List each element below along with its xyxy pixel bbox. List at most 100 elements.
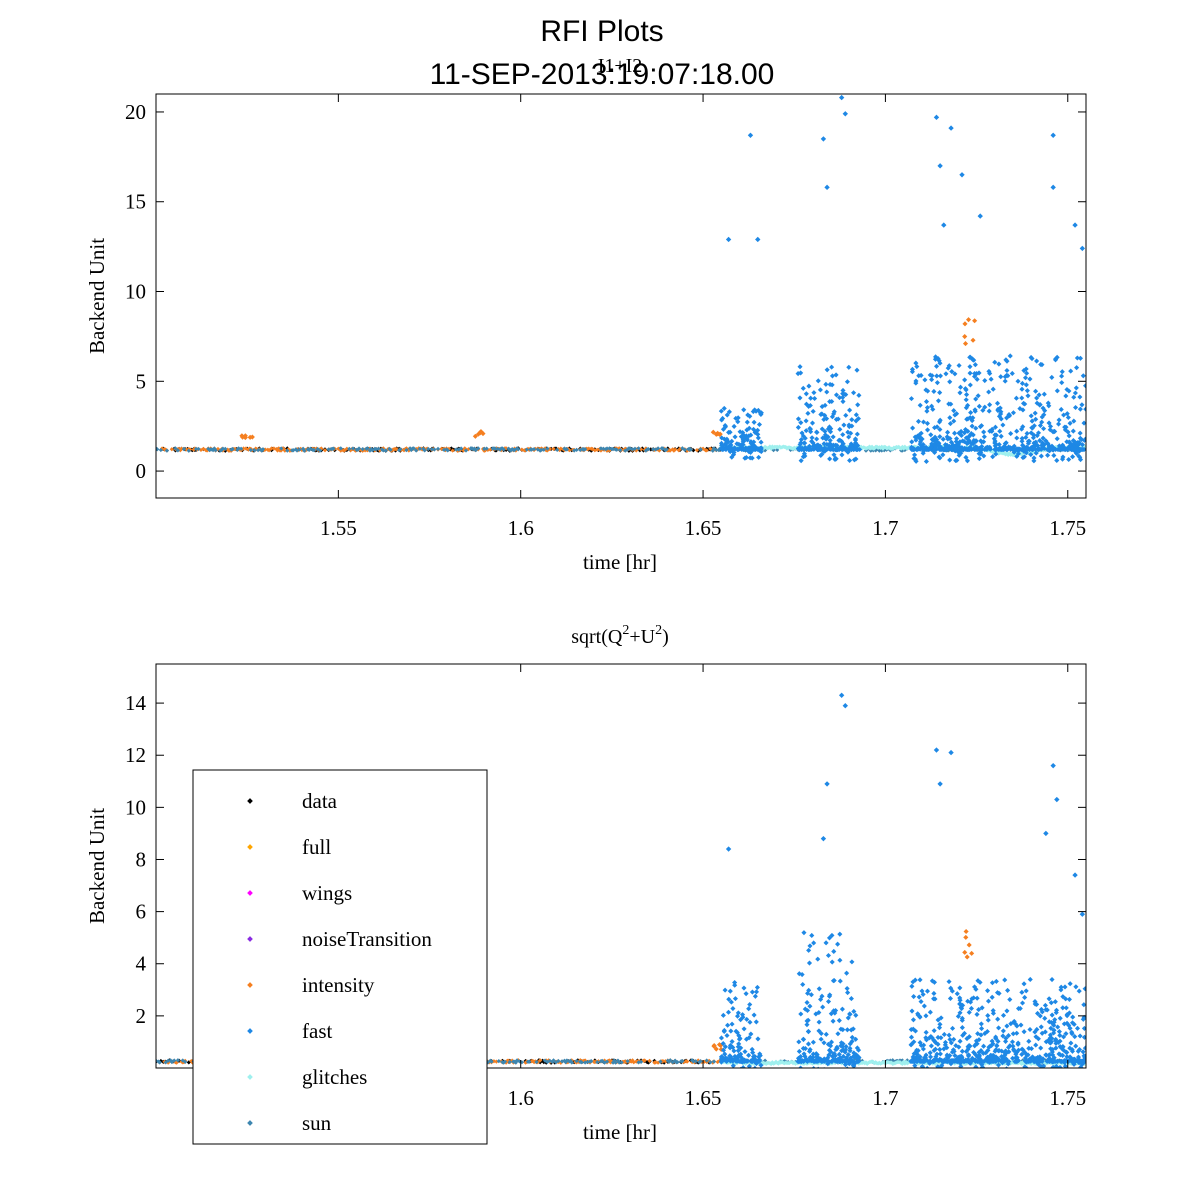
- top-point-sun: [524, 447, 529, 452]
- bottom-point-fast: [800, 981, 806, 988]
- bottom-point-fast: [1033, 1042, 1039, 1048]
- top-point-fast: [795, 416, 801, 422]
- top-point-fast: [798, 446, 805, 453]
- bottom-point-fast: [1077, 1033, 1083, 1039]
- bottom-point-fast: [1038, 1024, 1044, 1030]
- top-point-fast: [719, 443, 725, 449]
- top-point-fast: [830, 434, 836, 440]
- top-point-fast: [836, 437, 842, 443]
- top-point-sun: [501, 447, 506, 452]
- bottom-point-fast: [981, 1043, 987, 1049]
- top-point-fast: [923, 458, 929, 465]
- bottom-point-sun: [502, 1059, 508, 1064]
- top-point-fast: [934, 380, 940, 386]
- top-point-fast: [1034, 433, 1040, 439]
- top-point-fast: [752, 444, 758, 450]
- top-point-fast: [1072, 390, 1078, 396]
- bottom-xtick-label: 1.75: [1049, 1086, 1086, 1110]
- bottom-point-fast: [1042, 1002, 1048, 1008]
- bottom-point-sun: [613, 1060, 618, 1065]
- top-point-fast: [959, 172, 965, 178]
- bottom-point-intensity: [653, 1060, 658, 1065]
- top-point-fast: [1028, 451, 1034, 458]
- bottom-point-fast: [979, 1025, 985, 1032]
- bottom-point-sun: [534, 1059, 539, 1065]
- bottom-point-fast: [816, 1055, 822, 1061]
- top-point-fast: [741, 438, 747, 444]
- top-point-fast: [951, 408, 957, 414]
- top-point-fast: [839, 452, 845, 458]
- top-point-fast: [974, 376, 980, 382]
- top-point-fast: [747, 446, 753, 453]
- bottom-point-fast: [1046, 1055, 1053, 1061]
- top-point-fast: [822, 412, 828, 418]
- top-point-fast: [1024, 388, 1030, 394]
- top-point-fast: [978, 423, 985, 429]
- bottom-point-sun: [507, 1059, 512, 1065]
- bottom-point-fast: [1057, 1032, 1063, 1038]
- bottom-point-fast: [969, 996, 975, 1002]
- top-point-sun: [426, 446, 431, 452]
- top-point-fast: [980, 407, 986, 413]
- top-plot-frame: [155, 93, 1087, 499]
- top-point-sun: [583, 447, 588, 452]
- top-point-fast: [998, 409, 1004, 415]
- bottom-point-fast: [825, 952, 832, 959]
- top-point-fast: [719, 435, 725, 441]
- top-point-fast: [755, 236, 761, 243]
- bottom-point-fast: [1057, 1044, 1063, 1050]
- top-point-sun: [311, 448, 317, 453]
- bottom-point-sun: [604, 1059, 610, 1064]
- bottom-point-fast: [818, 1058, 825, 1065]
- bottom-point-fast: [1061, 1034, 1067, 1040]
- top-point-fast: [909, 369, 915, 375]
- bottom-plot-ticks: 1.6 1.65 1.7 1.75 2 4 6 8 10 12 14: [125, 664, 1086, 1110]
- bottom-point-fast: [1058, 987, 1064, 993]
- bottom-ytick-label: 6: [136, 900, 147, 924]
- top-point-fast: [920, 419, 927, 425]
- bottom-point-fast: [985, 1017, 991, 1023]
- bottom-point-fast: [1081, 1002, 1086, 1008]
- top-point-fast: [1034, 400, 1040, 406]
- top-point-fast: [1036, 392, 1042, 398]
- bottom-point-fast: [1050, 1052, 1056, 1058]
- bottom-point-fast: [804, 1022, 810, 1028]
- bottom-point-fast: [796, 1048, 802, 1054]
- bottom-point-fast: [1062, 1063, 1068, 1068]
- top-point-fast: [937, 163, 943, 169]
- top-point-sun: [564, 447, 570, 452]
- top-point-fast: [967, 415, 973, 421]
- bottom-point-fast: [722, 1069, 727, 1074]
- top-point-fast: [933, 114, 940, 121]
- top-point-fast: [758, 439, 764, 445]
- bottom-point-intensity: [962, 949, 968, 955]
- top-point-fast: [932, 434, 938, 440]
- top-point-fast: [956, 362, 962, 369]
- bottom-point-fast: [755, 1036, 761, 1042]
- top-point-sun: [398, 447, 403, 452]
- bottom-point-fast: [1080, 1049, 1086, 1055]
- top-point-sun: [698, 447, 703, 452]
- top-point-fast: [1038, 453, 1044, 459]
- top-point-fast: [735, 419, 741, 425]
- top-point-fast: [829, 373, 836, 379]
- bottom-xtick-label: 1.7: [872, 1086, 898, 1110]
- bottom-point-fast: [801, 930, 807, 936]
- top-point-fast: [724, 412, 730, 418]
- top-point-sun: [574, 447, 579, 452]
- bottom-point-fast: [1052, 1017, 1058, 1023]
- bottom-point-fast: [844, 1027, 850, 1033]
- bottom-point-fast: [957, 1068, 962, 1073]
- top-point-fast: [852, 437, 859, 443]
- top-point-fast: [1073, 385, 1079, 391]
- top-point-fast: [1059, 380, 1065, 386]
- top-point-fast: [1046, 403, 1052, 409]
- top-point-sun: [610, 446, 616, 452]
- top-point-fast: [924, 420, 930, 426]
- top-point-fast: [812, 395, 818, 402]
- bottom-point-fast: [1018, 1022, 1024, 1028]
- top-point-fast: [820, 435, 826, 441]
- bottom-point-fast: [806, 987, 812, 993]
- bottom-point-fast: [1032, 1029, 1038, 1035]
